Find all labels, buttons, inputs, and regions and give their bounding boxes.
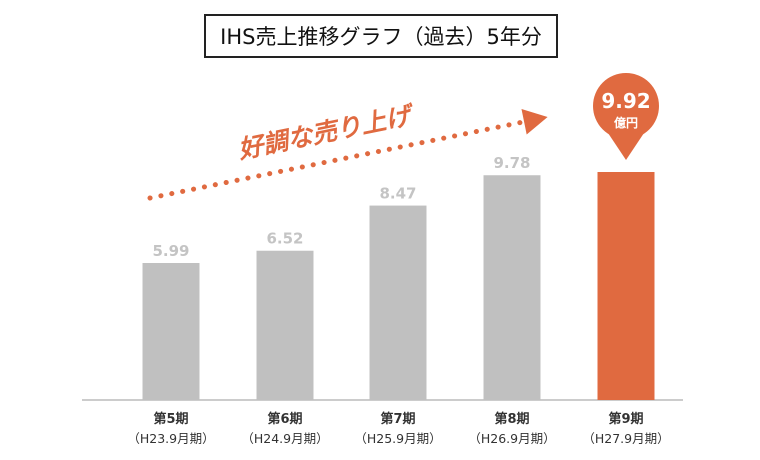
x-tick-label-4: 第8期 xyxy=(494,411,529,427)
bar-5 xyxy=(597,172,655,400)
data-label-4: 9.78 xyxy=(493,154,530,172)
x-tick-sublabel-4: （H26.9月期） xyxy=(468,431,555,446)
bar-1 xyxy=(142,263,200,400)
callout-pointer xyxy=(608,133,644,160)
x-tick-label-3: 第7期 xyxy=(380,411,415,427)
x-tick-sublabel-3: （H25.9月期） xyxy=(354,431,441,446)
callout-bubble xyxy=(593,73,659,139)
bar-4 xyxy=(483,175,541,400)
data-label-2: 6.52 xyxy=(266,230,303,248)
bar-3 xyxy=(369,205,427,400)
x-tick-sublabel-5: （H27.9月期） xyxy=(582,431,669,446)
x-tick-label-2: 第6期 xyxy=(267,411,302,427)
x-tick-label-1: 第5期 xyxy=(153,411,188,427)
chart-title: IHS売上推移グラフ（過去）5年分 xyxy=(204,14,558,58)
trend-arrow-line xyxy=(147,118,531,201)
data-label-3: 8.47 xyxy=(379,185,416,203)
x-tick-sublabel-2: （H24.9月期） xyxy=(241,431,328,446)
trend-arrow-head xyxy=(521,109,548,135)
bar-2 xyxy=(256,250,314,400)
data-label-1: 5.99 xyxy=(152,242,189,260)
trend-annotation: 好調な売り上げ xyxy=(235,100,418,165)
callout-unit: 億円 xyxy=(614,115,638,130)
x-tick-label-5: 第9期 xyxy=(608,411,643,427)
callout-value: 9.92 xyxy=(601,89,650,113)
x-tick-sublabel-1: （H23.9月期） xyxy=(127,431,214,446)
